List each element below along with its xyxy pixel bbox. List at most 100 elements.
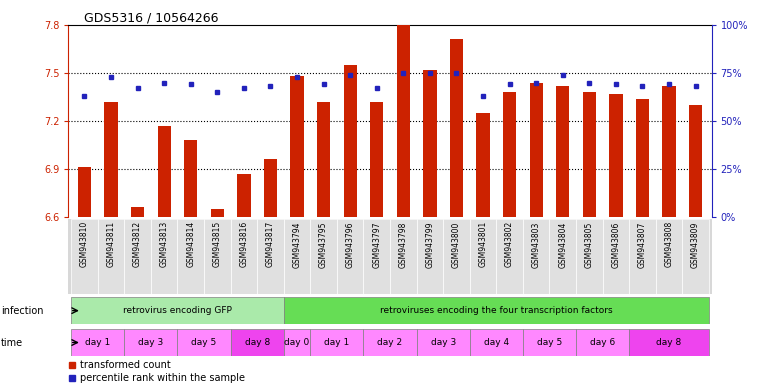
Text: day 0: day 0 — [285, 338, 310, 347]
Text: GSM943795: GSM943795 — [319, 221, 328, 268]
Bar — [610, 94, 622, 217]
Bar — [370, 102, 384, 217]
Text: GSM943817: GSM943817 — [266, 221, 275, 267]
Bar — [689, 105, 702, 217]
Text: GSM943815: GSM943815 — [213, 221, 221, 267]
Bar — [629, 329, 709, 356]
Bar — [662, 86, 676, 217]
Bar — [284, 219, 310, 294]
Bar — [291, 76, 304, 217]
Bar — [317, 102, 330, 217]
Text: GSM943807: GSM943807 — [638, 221, 647, 268]
Text: day 8: day 8 — [244, 338, 270, 347]
Bar — [184, 140, 197, 217]
Bar — [124, 219, 151, 294]
Bar — [284, 297, 709, 324]
Bar — [264, 159, 277, 217]
Text: time: time — [1, 338, 23, 348]
Bar — [71, 329, 124, 356]
Text: GSM943801: GSM943801 — [479, 221, 488, 267]
Bar — [337, 219, 364, 294]
Text: infection: infection — [1, 306, 43, 316]
Text: GDS5316 / 10564266: GDS5316 / 10564266 — [84, 12, 218, 25]
Text: GSM943799: GSM943799 — [425, 221, 435, 268]
Bar — [124, 329, 177, 356]
Bar — [549, 219, 576, 294]
Bar — [635, 99, 649, 217]
Bar — [78, 167, 91, 217]
Text: GSM943812: GSM943812 — [133, 221, 142, 267]
Bar — [204, 219, 231, 294]
Bar — [496, 219, 523, 294]
Text: GSM943816: GSM943816 — [240, 221, 248, 267]
Bar — [364, 329, 416, 356]
Bar — [231, 219, 257, 294]
Bar — [576, 219, 603, 294]
Bar — [523, 219, 549, 294]
Bar — [237, 174, 250, 217]
Text: GSM943810: GSM943810 — [80, 221, 89, 267]
Bar — [390, 219, 416, 294]
Text: retroviruses encoding the four transcription factors: retroviruses encoding the four transcrip… — [380, 306, 613, 315]
Text: day 2: day 2 — [377, 338, 403, 347]
Text: GSM943814: GSM943814 — [186, 221, 196, 267]
Text: GSM943804: GSM943804 — [559, 221, 567, 268]
Bar — [556, 86, 569, 217]
Bar — [656, 219, 683, 294]
Bar — [177, 329, 231, 356]
Text: GSM943796: GSM943796 — [345, 221, 355, 268]
Text: day 5: day 5 — [191, 338, 217, 347]
Text: day 6: day 6 — [590, 338, 615, 347]
Text: day 1: day 1 — [324, 338, 349, 347]
Bar — [364, 219, 390, 294]
Text: GSM943813: GSM943813 — [160, 221, 169, 267]
Bar — [177, 219, 204, 294]
Bar — [231, 329, 284, 356]
Bar — [343, 65, 357, 217]
Text: GSM943805: GSM943805 — [584, 221, 594, 268]
Bar — [131, 207, 145, 217]
Text: GSM943808: GSM943808 — [664, 221, 673, 267]
Bar — [310, 329, 364, 356]
Text: percentile rank within the sample: percentile rank within the sample — [80, 373, 245, 383]
Text: GSM943803: GSM943803 — [532, 221, 540, 268]
Text: GSM943794: GSM943794 — [292, 221, 301, 268]
Bar — [443, 219, 470, 294]
Bar — [97, 219, 124, 294]
Bar — [71, 219, 97, 294]
Bar — [523, 329, 576, 356]
Bar — [71, 297, 284, 324]
Bar — [476, 113, 489, 217]
Bar — [151, 219, 177, 294]
Text: GSM943798: GSM943798 — [399, 221, 408, 268]
Bar — [470, 219, 496, 294]
Bar — [683, 219, 709, 294]
Bar — [284, 329, 310, 356]
Text: retrovirus encoding GFP: retrovirus encoding GFP — [123, 306, 232, 315]
Bar — [603, 219, 629, 294]
Text: day 4: day 4 — [484, 338, 509, 347]
Text: day 3: day 3 — [431, 338, 456, 347]
Bar — [416, 329, 470, 356]
Bar — [450, 39, 463, 217]
Bar — [158, 126, 170, 217]
Text: day 8: day 8 — [657, 338, 682, 347]
Text: GSM943802: GSM943802 — [505, 221, 514, 267]
Text: GSM943800: GSM943800 — [452, 221, 461, 268]
Bar — [396, 23, 410, 217]
Text: GSM943806: GSM943806 — [611, 221, 620, 268]
Bar — [257, 219, 284, 294]
Bar — [503, 92, 516, 217]
Bar — [576, 329, 629, 356]
Bar — [310, 219, 337, 294]
Bar — [423, 70, 437, 217]
Bar — [583, 92, 596, 217]
Text: GSM943809: GSM943809 — [691, 221, 700, 268]
Bar — [104, 102, 118, 217]
Bar — [211, 209, 224, 217]
Text: GSM943797: GSM943797 — [372, 221, 381, 268]
Text: GSM943811: GSM943811 — [107, 221, 116, 267]
Bar — [470, 329, 523, 356]
Text: day 3: day 3 — [139, 338, 164, 347]
Bar — [629, 219, 656, 294]
